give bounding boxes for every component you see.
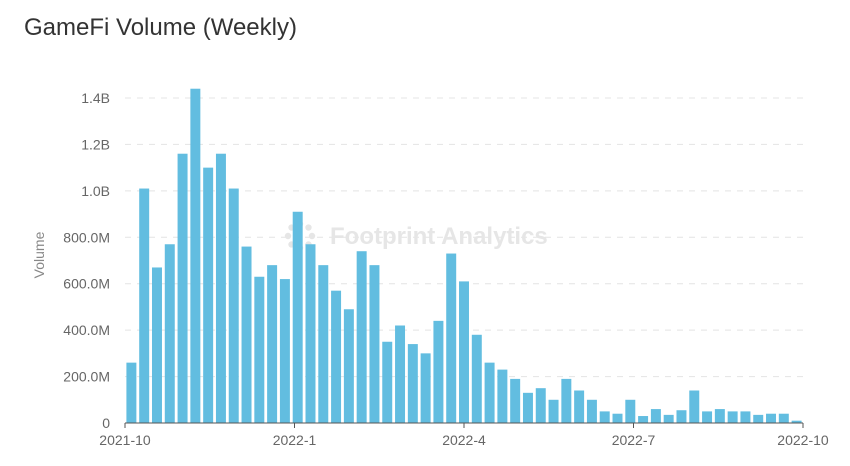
bar[interactable] [625,399,636,423]
bar[interactable] [497,369,508,423]
bar[interactable] [599,411,610,423]
bar[interactable] [471,334,482,423]
bar[interactable] [305,244,316,423]
bar[interactable] [279,279,290,423]
y-axis-label: Volume [31,231,47,278]
bar[interactable] [791,420,802,423]
bar[interactable] [369,265,380,423]
bar[interactable] [331,290,342,423]
bar[interactable] [548,399,559,423]
watermark: Footprint Analytics [330,223,548,250]
bar[interactable] [766,413,777,423]
bar[interactable] [510,378,521,423]
x-tick-label: 2022-4 [442,432,486,448]
bar[interactable] [382,341,393,423]
bar[interactable] [676,410,687,423]
y-tick-label: 1.2B [81,136,110,152]
bar[interactable] [535,388,546,423]
y-axis-ticks: 0 200.0M 400.0M 600.0M 800.0M 1.0B 1.2B 1.4B [63,90,110,431]
bar[interactable] [574,390,585,424]
y-tick-label: 600.0M [63,276,110,292]
bar[interactable] [203,167,214,423]
bar[interactable] [522,392,533,423]
bar[interactable] [190,88,201,423]
y-tick-label: 1.4B [81,90,110,106]
bar[interactable] [215,153,226,423]
bar[interactable] [228,188,239,423]
y-tick-label: 800.0M [63,229,110,245]
bar[interactable] [612,413,623,423]
bar[interactable] [484,362,495,423]
bar[interactable] [126,362,137,423]
x-tick-label: 2022-7 [612,432,656,448]
bar[interactable] [446,253,457,423]
watermark-logo-dot [284,232,292,240]
bar[interactable] [433,320,444,423]
bar[interactable] [164,244,175,423]
bar[interactable] [241,246,252,423]
bar[interactable] [663,414,674,423]
x-tick-label: 2022-10 [777,432,829,448]
bar[interactable] [267,265,278,423]
x-tick-label: 2022-1 [273,432,317,448]
bar[interactable] [561,378,572,423]
bar[interactable] [689,390,700,424]
y-tick-label: 400.0M [63,322,110,338]
bar[interactable] [727,411,738,423]
bar[interactable] [740,411,751,423]
y-tick-label: 1.0B [81,183,110,199]
bar[interactable] [650,409,661,423]
bar[interactable] [420,353,431,423]
bar[interactable] [407,344,418,423]
bar[interactable] [177,153,188,423]
bar[interactable] [292,211,303,423]
watermark-logo-dot [305,224,312,231]
bar[interactable] [702,411,713,423]
bar[interactable] [343,309,354,423]
x-tick-label: 2021-10 [99,432,151,448]
bar[interactable] [638,416,649,423]
bar[interactable] [139,188,150,423]
bar[interactable] [586,399,597,423]
bar[interactable] [753,414,764,423]
bar[interactable] [714,409,725,423]
bar[interactable] [356,251,367,423]
watermark-logo-dot [308,232,316,240]
bar[interactable] [778,413,789,423]
bar[interactable] [151,267,162,423]
bar[interactable] [459,281,469,423]
x-axis-ticks: 2021-10 2022-1 2022-4 2022-7 2022-10 [99,422,829,448]
y-tick-label: 200.0M [63,369,110,385]
bars [126,88,802,424]
bar[interactable] [318,265,329,423]
y-tick-label: 0 [102,415,110,431]
bar[interactable] [395,325,406,424]
chart-title: GameFi Volume (Weekly) [24,14,297,41]
bar[interactable] [254,276,265,423]
